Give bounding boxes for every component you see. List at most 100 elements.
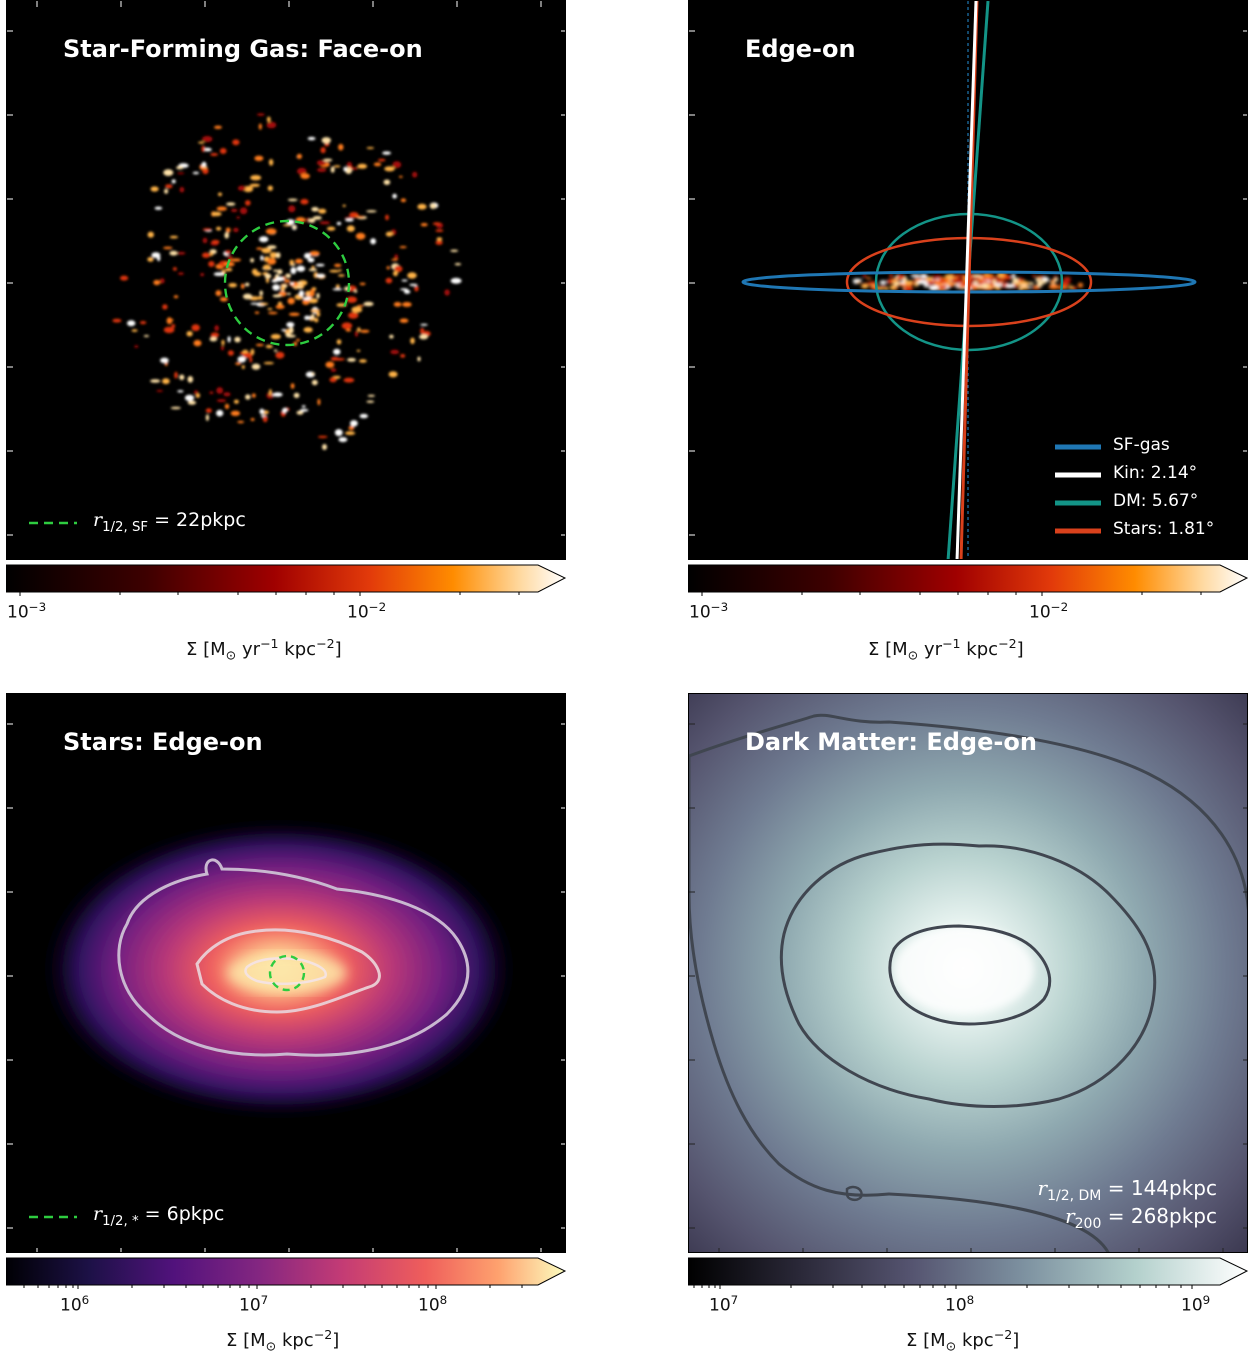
gas-clump bbox=[938, 275, 942, 278]
gas-clump bbox=[187, 376, 194, 383]
half-mass-radius-circle bbox=[268, 954, 306, 992]
panel-title: Edge-on bbox=[745, 35, 856, 63]
gas-clump bbox=[1004, 275, 1012, 280]
gas-clump bbox=[450, 277, 462, 284]
gas-clump bbox=[359, 282, 366, 286]
gas-clump bbox=[335, 284, 340, 289]
gas-clump bbox=[216, 226, 222, 231]
gas-clump bbox=[282, 407, 288, 413]
gas-clump bbox=[1036, 281, 1043, 288]
gas-clump bbox=[356, 304, 365, 307]
gas-clump bbox=[250, 418, 255, 421]
gas-clump bbox=[302, 299, 310, 305]
gas-clump bbox=[306, 293, 310, 296]
gas-clump bbox=[419, 334, 429, 340]
gas-clump bbox=[343, 377, 355, 383]
gas-clump bbox=[237, 356, 247, 363]
gas-clump bbox=[311, 313, 315, 320]
gas-clump bbox=[214, 125, 222, 129]
gas-clump bbox=[938, 278, 947, 283]
gas-clump bbox=[245, 200, 251, 206]
gas-clump bbox=[202, 228, 212, 231]
gas-clump bbox=[377, 158, 386, 162]
dm-edge-on-panel: Dark Matter: Edge-on r1/2, DM = 144pkpc … bbox=[688, 693, 1248, 1253]
gas-clump bbox=[940, 285, 948, 289]
gas-clump bbox=[280, 286, 286, 292]
gas-clump bbox=[373, 162, 382, 167]
gas-clump bbox=[390, 349, 400, 355]
gas-clump bbox=[265, 344, 273, 349]
gas-clump bbox=[259, 236, 269, 243]
gas-clump bbox=[187, 400, 197, 405]
gas-clump bbox=[296, 338, 300, 342]
gas-clump bbox=[987, 284, 991, 289]
gas-clump bbox=[354, 289, 358, 293]
gas-clump bbox=[273, 269, 279, 272]
gas-clump bbox=[304, 316, 312, 319]
gas-clump bbox=[192, 171, 200, 175]
gas-clump bbox=[972, 277, 977, 281]
gas-clump bbox=[314, 317, 319, 323]
gas-clump bbox=[163, 169, 174, 177]
gas-clump bbox=[320, 147, 326, 154]
gas-clump bbox=[249, 183, 260, 187]
gas-clump bbox=[143, 335, 149, 337]
gas-clump bbox=[307, 257, 315, 263]
colorbar-tick-label: 109 bbox=[1181, 1293, 1211, 1316]
gas-clump bbox=[234, 336, 241, 343]
gas-clump bbox=[355, 232, 366, 240]
gas-clump bbox=[227, 350, 234, 356]
gas-clump bbox=[263, 264, 271, 270]
gas-clump bbox=[398, 175, 403, 178]
gas-clump bbox=[979, 280, 989, 283]
gas-clump bbox=[209, 251, 214, 257]
gas-clump bbox=[239, 207, 248, 215]
gas-clump bbox=[259, 290, 263, 296]
gas-clump bbox=[366, 147, 375, 149]
dm-contour-middle bbox=[779, 842, 1157, 1108]
gas-clump bbox=[891, 280, 897, 284]
gas-clump bbox=[973, 280, 979, 284]
gas-clump bbox=[237, 185, 246, 191]
gas-clump bbox=[1057, 286, 1069, 290]
gas-clump bbox=[214, 325, 219, 332]
gas-clump bbox=[174, 371, 178, 379]
sf-edge-on-image bbox=[689, 1, 1247, 559]
gas-clump bbox=[241, 365, 245, 369]
panel-title: Dark Matter: Edge-on bbox=[745, 728, 1037, 756]
gas-clump bbox=[250, 348, 255, 356]
gas-clump bbox=[853, 278, 862, 282]
gas-clump bbox=[272, 392, 283, 397]
gas-clump bbox=[931, 275, 937, 281]
gas-clump bbox=[977, 276, 981, 280]
gas-clump bbox=[948, 283, 955, 288]
gas-clump bbox=[323, 158, 333, 162]
gas-clump bbox=[258, 302, 269, 306]
gas-clump bbox=[1068, 285, 1074, 290]
gas-clump bbox=[861, 283, 869, 289]
gas-clump bbox=[412, 171, 418, 178]
gas-clump bbox=[338, 274, 345, 277]
gas-clump bbox=[223, 392, 231, 397]
colorbar-tick-label: 10−3 bbox=[7, 600, 47, 623]
gas-clump bbox=[984, 276, 991, 279]
gas-clump bbox=[221, 339, 225, 346]
gas-clump bbox=[283, 279, 291, 283]
gas-clump bbox=[225, 227, 231, 233]
stars-colorbar bbox=[6, 1257, 567, 1289]
gas-clump bbox=[260, 255, 264, 261]
gas-clump bbox=[316, 273, 325, 278]
gas-clump bbox=[384, 166, 395, 172]
gas-clump bbox=[341, 322, 353, 330]
gas-clump bbox=[350, 420, 358, 427]
gas-clump bbox=[363, 301, 374, 307]
gas-clump bbox=[955, 274, 960, 278]
gas-clump bbox=[186, 331, 193, 337]
gas-clump bbox=[184, 394, 195, 402]
gas-clump bbox=[150, 379, 161, 383]
gas-clump bbox=[257, 296, 263, 300]
gas-clump bbox=[910, 274, 922, 278]
sf-colorbar bbox=[6, 564, 567, 596]
gas-clump bbox=[258, 123, 262, 130]
gas-clump bbox=[927, 280, 935, 285]
